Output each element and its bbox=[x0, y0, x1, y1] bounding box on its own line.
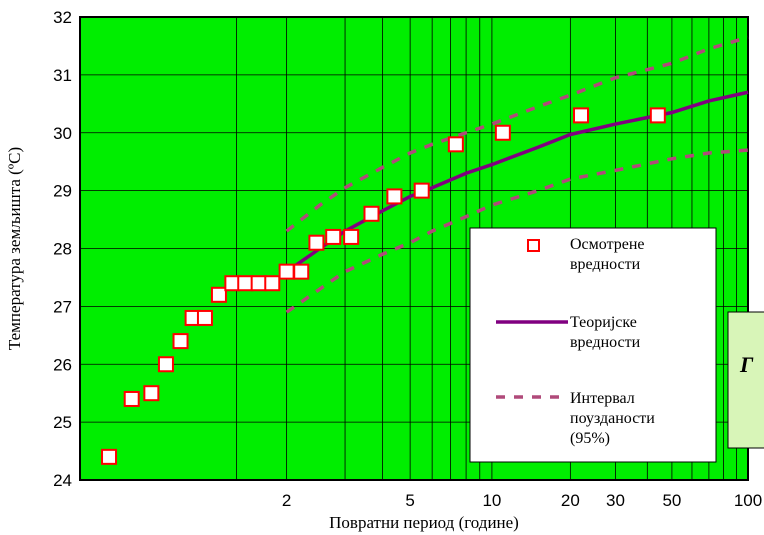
overlay-box-text: Г bbox=[739, 352, 754, 377]
x-tick-label: 30 bbox=[606, 491, 625, 510]
legend-entry-text: вредности bbox=[570, 334, 641, 351]
observed-marker bbox=[386, 188, 403, 205]
y-tick-label: 31 bbox=[53, 66, 72, 85]
observed-marker bbox=[413, 182, 430, 199]
observed-marker bbox=[157, 356, 174, 373]
legend-entry-text: вредности bbox=[570, 256, 641, 273]
y-tick-label: 25 bbox=[53, 413, 72, 432]
x-tick-label: 2 bbox=[282, 491, 291, 510]
observed-marker bbox=[143, 385, 160, 402]
y-tick-label: 30 bbox=[53, 124, 72, 143]
legend-marker-observed bbox=[527, 239, 540, 252]
observed-marker bbox=[237, 275, 254, 292]
y-tick-label: 24 bbox=[53, 471, 72, 490]
observed-marker bbox=[343, 228, 360, 245]
x-axis-label: Повратни период (године) bbox=[329, 513, 519, 532]
lower-confidence-line bbox=[285, 148, 749, 314]
observed-marker bbox=[210, 286, 227, 303]
observed-marker bbox=[123, 390, 140, 407]
legend-entry-text: поузданости bbox=[570, 410, 655, 427]
observed-markers bbox=[101, 107, 666, 465]
legend-entry-text: Осмотрене bbox=[570, 236, 645, 253]
x-tick-label: 100 bbox=[734, 491, 762, 510]
observed-marker bbox=[573, 107, 590, 124]
confidence-interval-lines bbox=[285, 35, 749, 314]
y-tick-label: 27 bbox=[53, 297, 72, 316]
observed-marker bbox=[649, 107, 666, 124]
observed-marker bbox=[363, 205, 380, 222]
legend-entry-text: (95%) bbox=[570, 430, 610, 447]
overlay-box: Г bbox=[727, 311, 764, 449]
x-tick-label: 50 bbox=[662, 491, 681, 510]
legend-box bbox=[469, 227, 717, 463]
observed-marker bbox=[278, 263, 295, 280]
observed-marker bbox=[196, 309, 213, 326]
observed-marker bbox=[494, 124, 511, 141]
upper-confidence-line bbox=[285, 35, 749, 233]
y-tick-label: 29 bbox=[53, 182, 72, 201]
legend-entry-text: Интервал bbox=[570, 390, 635, 407]
y-tick-label: 32 bbox=[53, 8, 72, 27]
y-tick-label: 28 bbox=[53, 240, 72, 259]
legend-entry-text: Теоријске bbox=[570, 314, 637, 331]
y-tick-label: 26 bbox=[53, 355, 72, 374]
observed-marker bbox=[293, 263, 310, 280]
observed-marker bbox=[264, 275, 281, 292]
observed-marker bbox=[250, 275, 267, 292]
observed-marker bbox=[172, 333, 189, 350]
observed-marker bbox=[325, 228, 342, 245]
x-tick-label: 10 bbox=[482, 491, 501, 510]
x-tick-label: 20 bbox=[561, 491, 580, 510]
x-tick-labels: 2 5 10 20 30 50 100 bbox=[282, 491, 762, 510]
y-axis-label: Температура земљишта (ºC) bbox=[5, 147, 24, 350]
legend: Осмотрене вредности Теоријске вредности Инте… bbox=[469, 227, 717, 463]
plot-frame bbox=[79, 16, 749, 481]
y-tick-labels: 24 25 26 27 28 29 30 31 32 bbox=[53, 8, 72, 490]
observed-marker bbox=[101, 448, 118, 465]
observed-marker bbox=[308, 234, 325, 251]
observed-marker bbox=[447, 136, 464, 153]
x-tick-label: 5 bbox=[405, 491, 414, 510]
